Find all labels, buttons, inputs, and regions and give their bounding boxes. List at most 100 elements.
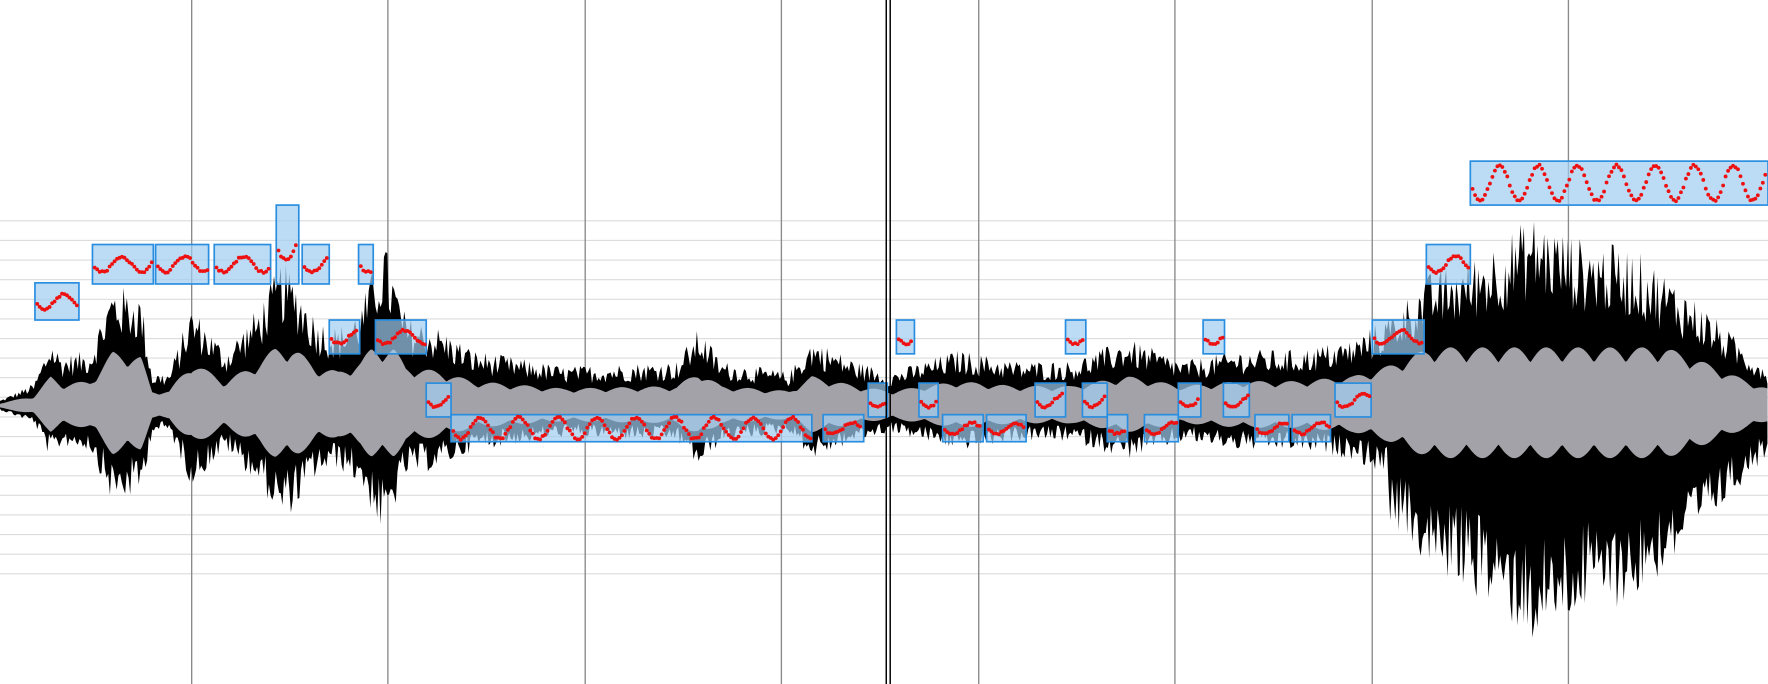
note[interactable] <box>1081 382 1109 418</box>
pitch-dot <box>1559 195 1564 200</box>
pitch-dot <box>1164 423 1169 428</box>
pitch-dot <box>413 335 417 340</box>
pitch-dot <box>909 339 913 344</box>
pitch-dot <box>919 399 924 404</box>
pitch-dot <box>739 430 743 434</box>
pitch-dot <box>1604 180 1609 185</box>
pitch-dot <box>1037 402 1042 407</box>
note[interactable] <box>1425 243 1472 285</box>
pitch-dot <box>1068 340 1073 344</box>
pitch-dot <box>1703 186 1708 191</box>
note[interactable] <box>1177 382 1202 418</box>
pitch-dot <box>205 268 210 273</box>
pitch-dot <box>1599 194 1604 199</box>
pitch-dot <box>1157 430 1162 435</box>
note[interactable] <box>328 319 361 355</box>
pitch-dot <box>458 438 463 442</box>
note[interactable] <box>1371 319 1425 355</box>
pitch-dot <box>1639 192 1644 197</box>
pitch-dot <box>758 422 763 426</box>
pitch-dot <box>853 420 858 425</box>
pitch-dot <box>1644 180 1649 185</box>
pitch-dot <box>107 264 112 269</box>
pitch-curve <box>35 162 1768 442</box>
pitch-dot <box>72 300 77 305</box>
note[interactable] <box>1254 413 1290 443</box>
pitch-dot <box>1589 192 1594 197</box>
pitch-dot <box>1636 196 1641 201</box>
pitch-dot <box>1646 172 1651 177</box>
pitch-dot <box>1537 162 1542 167</box>
pitch-dot <box>134 267 139 272</box>
pitch-dot <box>57 294 62 299</box>
pitch-dot <box>1322 420 1327 425</box>
pitch-dot <box>1439 268 1443 273</box>
pitch-dot <box>1485 187 1490 192</box>
pitch-dot <box>1122 429 1127 434</box>
pitch-dot <box>1488 181 1492 186</box>
pitch-dot <box>620 433 624 438</box>
notes[interactable] <box>34 160 1768 443</box>
note[interactable] <box>154 243 210 285</box>
pitch-dot <box>1621 174 1626 179</box>
pitch-dot <box>165 270 170 275</box>
note[interactable] <box>213 243 272 285</box>
pitch-dot <box>934 399 939 404</box>
note[interactable] <box>301 243 331 285</box>
pitch-dot <box>1449 256 1453 261</box>
pitch-dot <box>625 424 629 429</box>
pitch-dot <box>1510 190 1515 195</box>
pitch-dot <box>1429 267 1434 272</box>
note[interactable] <box>91 243 155 285</box>
note[interactable] <box>895 319 916 355</box>
note[interactable] <box>1034 382 1067 418</box>
pitch-dot <box>142 270 147 275</box>
pitch-dot <box>508 425 513 430</box>
pitch-dot <box>617 435 622 440</box>
note[interactable] <box>1202 319 1226 355</box>
pitch-dot <box>1492 168 1497 173</box>
pitch-dot <box>170 264 175 268</box>
pitch-dot <box>1550 191 1554 196</box>
pitch-dot <box>1102 394 1107 399</box>
pitch-dot <box>1050 400 1055 405</box>
pitch-dot <box>696 435 701 440</box>
note[interactable] <box>357 243 375 285</box>
pitch-dot <box>724 429 729 434</box>
pitch-dot <box>473 418 478 423</box>
pitch-dot <box>264 269 269 274</box>
pitch-dot <box>426 400 431 405</box>
pitch-dot <box>1236 402 1240 407</box>
pitch-dot <box>659 432 664 437</box>
pitch-dot <box>1760 180 1765 185</box>
note[interactable] <box>867 382 889 418</box>
pitch-dot <box>858 424 863 429</box>
pitch-dot <box>147 264 152 269</box>
pitch-dot <box>523 420 528 425</box>
pitch-dot <box>1706 192 1711 197</box>
pitch-dot <box>1530 172 1535 177</box>
pitch-dot <box>585 425 590 430</box>
pitch-dot <box>1520 196 1525 201</box>
note[interactable] <box>918 382 939 418</box>
note[interactable] <box>1106 413 1129 443</box>
pitch-dot <box>1629 193 1634 198</box>
pitch-dot <box>679 419 684 424</box>
note[interactable] <box>1064 319 1087 355</box>
pitch-dot <box>1713 199 1718 203</box>
pitch-dot <box>112 259 117 264</box>
pitch-dot <box>538 437 543 442</box>
pitch-dot <box>1584 180 1589 185</box>
pitch-dot <box>796 420 800 424</box>
note[interactable] <box>822 413 865 443</box>
pitch-dot <box>249 259 254 264</box>
pitch-dot <box>808 436 813 441</box>
pitch-dot <box>736 434 741 439</box>
note[interactable] <box>374 319 428 355</box>
pitch-dot <box>1502 169 1507 174</box>
pitch-dot <box>1500 165 1505 169</box>
pitch-dot <box>422 342 427 347</box>
note[interactable] <box>275 204 300 285</box>
pitch-dot <box>662 428 667 432</box>
pitch-dot <box>324 256 329 260</box>
